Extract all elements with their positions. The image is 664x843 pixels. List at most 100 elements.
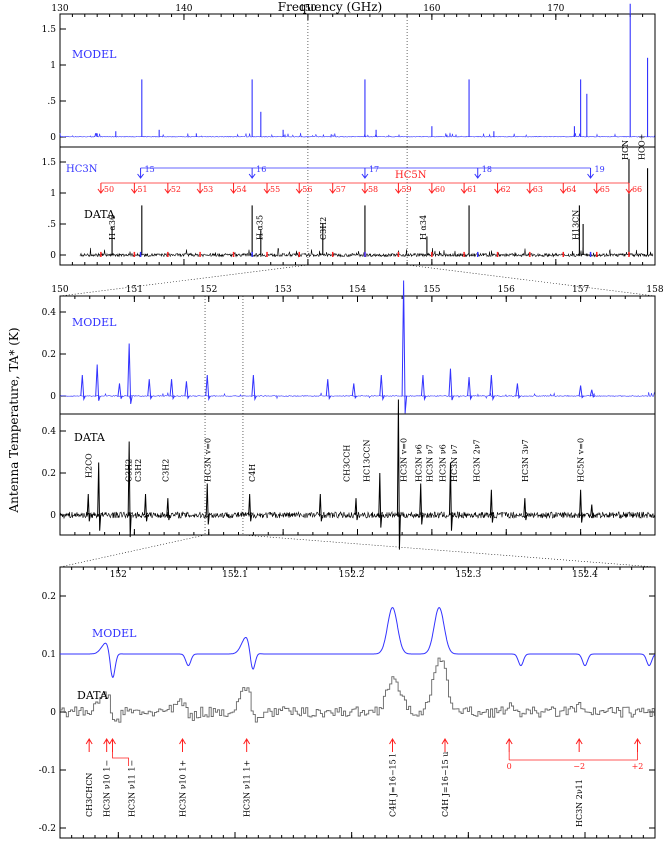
y-tick-label: 0.2 xyxy=(42,592,56,602)
hc5n-arrow xyxy=(196,183,204,194)
hc3n-arrow xyxy=(137,168,144,179)
hc5n-arrow xyxy=(593,183,601,194)
y-tick-label: 0 xyxy=(50,133,56,143)
y-tick-label: 0.2 xyxy=(42,469,56,479)
marker-connector xyxy=(112,752,129,766)
hc5n-arrow xyxy=(559,183,567,194)
data-label: DATA xyxy=(74,431,106,444)
marker-label: HC3N ν10 1+ xyxy=(179,760,188,817)
data-peak xyxy=(205,483,210,525)
model-peak xyxy=(95,364,101,401)
hc5n-transition-label: 57 xyxy=(336,185,346,194)
model-label: MODEL xyxy=(72,316,117,329)
hc5n-arrow xyxy=(361,183,369,194)
hc5n-arrow xyxy=(428,183,436,194)
data-peak xyxy=(318,493,323,522)
model-peak xyxy=(127,343,133,404)
model-peak xyxy=(401,280,408,414)
y-tick-label: 1 xyxy=(50,61,56,71)
marker-label: HC3N ν10 1− xyxy=(103,760,112,817)
x-axis-label: Frequency (GHz) xyxy=(278,0,382,14)
model-peak xyxy=(117,383,123,400)
plot-frame xyxy=(59,295,656,536)
model-peak xyxy=(467,377,473,401)
x-tick-label: 153 xyxy=(275,285,292,295)
line-marker-arrow xyxy=(243,738,251,752)
hc3n-ladder-label: HC3N xyxy=(66,164,98,175)
y-tick-label: 1.5 xyxy=(42,25,57,35)
line-annotation: C3H2 xyxy=(319,217,328,240)
data-peak xyxy=(489,489,494,523)
model-label: MODEL xyxy=(72,48,117,61)
data-peak xyxy=(86,493,91,522)
hc3n-transition-label: 18 xyxy=(482,165,492,174)
line-annotation: H α35 xyxy=(256,215,265,240)
panel-zoom-150-158: 150 151 152 153 154 155 156 157 158 0 0 0.2 0.2 0.4 0.… xyxy=(42,280,664,550)
zoom-connector-right xyxy=(407,264,656,297)
line-annotation: HC3N ν6 xyxy=(414,444,423,482)
plot-frame xyxy=(59,13,656,266)
hc5n-arrow xyxy=(329,183,337,194)
marker-label: HC3N ν11 1− xyxy=(128,760,137,817)
x-tick-label: 152 xyxy=(200,285,217,295)
y-tick-label: 0.1 xyxy=(42,650,56,660)
line-annotation: C3H2 xyxy=(162,459,171,482)
marker-label: HC3N ν11 1+ xyxy=(243,760,252,817)
y-tick-label: 1 xyxy=(50,189,56,199)
data-peak xyxy=(166,498,171,521)
line-marker-arrow xyxy=(505,738,513,752)
line-annotation: H α34 xyxy=(419,215,428,240)
plot-frame xyxy=(59,566,656,839)
line-annotation: HC3N ν7 xyxy=(450,444,459,482)
y-tick-label: 0.4 xyxy=(42,308,57,318)
line-annotation: HC3N ν7 xyxy=(426,444,435,482)
x-tick-label: 151 xyxy=(126,285,143,295)
y-axis-label: Antenna Temperature, TA* (K) xyxy=(7,327,21,513)
x-tick-label: 154 xyxy=(349,285,366,295)
zoom-connector-2 xyxy=(59,534,656,568)
hc3n-transition-label: 16 xyxy=(256,165,266,174)
marker-label: C4H J=16−15 l xyxy=(389,754,398,817)
line-marker-arrow xyxy=(85,738,93,752)
zoom-connector-left xyxy=(59,264,308,297)
x-tick-label: 152 xyxy=(110,570,127,580)
marker-label: +2 xyxy=(632,762,644,771)
model-peak xyxy=(351,383,358,400)
model-peak xyxy=(184,381,190,400)
zoom-connector-left xyxy=(59,534,206,568)
marker-label: 0 xyxy=(507,762,512,771)
hc5n-arrow xyxy=(295,183,303,194)
model-peak xyxy=(169,379,175,401)
hc5n-transition-label: 65 xyxy=(600,185,610,194)
x-tick-label: 152.2 xyxy=(339,570,365,580)
data-peak xyxy=(523,498,528,521)
hc5n-transition-label: 66 xyxy=(632,185,642,194)
line-annotation: HC3N ν6 xyxy=(438,444,447,482)
hc5n-transition-label: 50 xyxy=(104,185,114,194)
marker-label: CH3CHCN xyxy=(85,773,94,817)
line-marker-arrow xyxy=(389,738,396,752)
x-tick-label: 156 xyxy=(498,285,515,295)
x-tick-label: 140 xyxy=(175,4,192,14)
line-annotation: HC13CCN xyxy=(362,439,371,482)
line-annotation: CH3CCH xyxy=(342,445,351,482)
line-annotation: HC3N 3ν7 xyxy=(521,439,530,482)
data-peak xyxy=(248,493,253,522)
data-trace xyxy=(79,247,654,258)
line-annotation: HC5N v=0 xyxy=(577,438,586,482)
data-peak xyxy=(448,462,453,531)
hc5n-transition-label: 58 xyxy=(368,185,378,194)
line-annotation: HCN xyxy=(621,140,630,160)
line-annotation: HC3N v=0 xyxy=(400,438,409,482)
line-marker-arrow xyxy=(575,738,583,752)
line-annotation: H13CN xyxy=(572,210,581,240)
line-annotation: HC3N v=0 xyxy=(203,438,212,482)
x-tick-label: 150 xyxy=(51,285,68,295)
panel-zoom-152: 152 152.1 152.2 152.3 152.4 -0.2 -0.1 0 0.1 0.2 MO… xyxy=(39,566,656,839)
line-annotation: C3H2 xyxy=(134,459,143,482)
data-label: DATA xyxy=(84,208,116,221)
x-tick-label: 158 xyxy=(646,285,663,295)
x-tick-label: 160 xyxy=(423,4,440,14)
zoom-connector-right xyxy=(242,534,656,568)
line-annotation: C4H xyxy=(248,464,257,482)
